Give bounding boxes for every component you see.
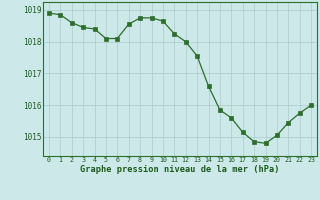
X-axis label: Graphe pression niveau de la mer (hPa): Graphe pression niveau de la mer (hPa) — [80, 165, 280, 174]
